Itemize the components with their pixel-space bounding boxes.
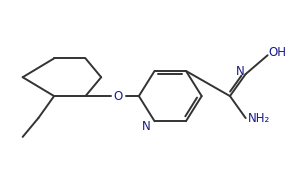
Text: N: N (142, 120, 151, 133)
Text: N: N (236, 65, 244, 78)
Text: NH₂: NH₂ (248, 112, 270, 125)
Text: O: O (114, 90, 123, 103)
Text: OH: OH (268, 46, 286, 59)
